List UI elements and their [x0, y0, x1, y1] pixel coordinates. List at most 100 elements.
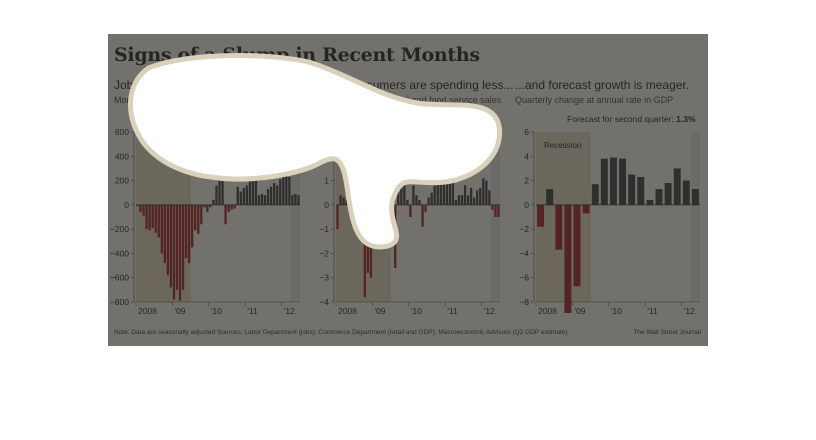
data-bar	[197, 204, 200, 234]
y-tick-label: −2	[519, 224, 529, 234]
data-bar	[482, 178, 485, 205]
footer-source-note: Note: Data are seasonally adjusted Sourc…	[114, 329, 568, 336]
data-bar	[336, 204, 339, 230]
data-bar	[148, 204, 151, 231]
data-bar	[269, 186, 273, 205]
data-bar	[276, 185, 279, 205]
data-bar	[239, 191, 242, 205]
data-bar	[342, 197, 345, 205]
y-tick-label: 6	[524, 127, 529, 137]
data-bar	[175, 204, 179, 290]
data-bar	[297, 195, 300, 205]
recession-band	[536, 132, 591, 302]
panel-subtitle-jobs: Monthly change in U.S. jobs, in thousand…	[114, 95, 283, 105]
x-tick-label: '09	[174, 306, 185, 316]
data-bar	[291, 195, 294, 205]
y-tick-label: −3	[319, 273, 329, 283]
data-bar	[206, 204, 209, 213]
panel-note-retail-text: Down three straight months	[388, 114, 492, 124]
panel-note-gdp-value: 1.3%	[676, 114, 696, 124]
data-bar	[203, 204, 206, 208]
y-tick-label: −800	[110, 297, 129, 307]
chart-figure: Signs of a Slump in Recent Months Job gr…	[108, 34, 708, 346]
panel-note-gdp: Forecast for second quarter: 1.3%	[567, 114, 696, 124]
data-bar	[166, 204, 170, 276]
y-tick-label: 0	[124, 200, 129, 210]
data-bar	[409, 204, 412, 217]
data-bar	[394, 204, 397, 268]
data-bar	[354, 204, 357, 217]
data-bar	[351, 202, 354, 205]
data-bar	[357, 204, 360, 220]
data-bar	[236, 186, 239, 205]
data-bar	[555, 204, 563, 250]
x-tick-label: '11	[247, 306, 258, 316]
y-tick-label: −6	[519, 273, 529, 283]
x-tick-label: '10	[611, 306, 622, 316]
data-bar	[400, 175, 403, 205]
data-bar	[491, 204, 494, 210]
data-bar	[460, 195, 464, 205]
data-bar	[497, 204, 500, 217]
data-bar	[628, 174, 636, 205]
data-bar	[251, 175, 255, 205]
panel-note-jobs-value: 75,000	[264, 114, 291, 124]
y-tick-label: 200	[115, 176, 129, 186]
data-bar	[266, 189, 270, 205]
data-bar	[360, 204, 363, 242]
data-bar	[142, 204, 145, 216]
y-tick-label: 3	[324, 127, 329, 137]
data-bar	[363, 204, 367, 298]
x-tick-label: '10	[211, 306, 222, 316]
data-bar	[263, 195, 267, 205]
y-tick-label: −8	[519, 297, 529, 307]
data-bar	[378, 204, 382, 232]
panel-note-gdp-text: Forecast for second quarter:	[567, 114, 674, 124]
data-bar	[191, 204, 194, 248]
data-bar	[469, 187, 473, 205]
data-bar	[339, 195, 342, 205]
panel-title-retail: ...and consumers are spending less...	[314, 78, 514, 92]
data-bar	[375, 185, 379, 205]
data-bar	[682, 180, 690, 205]
data-bar	[163, 204, 167, 264]
panel-subtitle-gdp: Quarterly change at annual rate in GDP	[515, 95, 674, 105]
data-bar	[463, 185, 467, 205]
y-tick-label: 0	[324, 200, 329, 210]
data-bar	[691, 189, 699, 205]
data-bar	[242, 187, 245, 205]
y-tick-label: 2	[324, 151, 329, 161]
data-bar	[387, 168, 391, 205]
data-bar	[157, 204, 160, 238]
recession-label: Recession	[344, 141, 381, 150]
data-bar	[187, 204, 191, 264]
data-bar	[573, 204, 581, 287]
data-bar	[494, 204, 497, 217]
recession-label: Recession	[544, 141, 581, 150]
data-bar	[381, 204, 385, 217]
data-bar	[154, 204, 157, 233]
y-tick-label: 0	[524, 200, 529, 210]
data-bar	[260, 193, 264, 205]
data-bar	[366, 204, 370, 273]
data-bar	[282, 168, 285, 205]
data-bar	[233, 204, 236, 209]
gdp-bar-chart: Recession 6 4 2 0 −2 −4 −6 −8 2008 '09 '10 '11 '12	[519, 127, 700, 316]
data-bar	[194, 204, 197, 231]
y-tick-label: −600	[110, 273, 129, 283]
y-tick-label: −200	[110, 224, 129, 234]
data-bar	[664, 183, 672, 205]
y-tick-label: −4	[319, 297, 329, 307]
y-tick-label: −4	[519, 248, 529, 258]
data-bar	[257, 195, 261, 205]
chart-title: Signs of a Slump in Recent Months	[114, 44, 480, 66]
data-bar	[488, 190, 491, 205]
x-tick-label: '11	[447, 306, 458, 316]
data-bar	[215, 185, 218, 205]
data-bar	[427, 197, 430, 205]
data-bar	[397, 183, 400, 205]
x-tick-label: '12	[684, 306, 695, 316]
data-bar	[537, 204, 545, 227]
y-tick-label: −1	[319, 224, 329, 234]
data-bar	[160, 204, 163, 254]
